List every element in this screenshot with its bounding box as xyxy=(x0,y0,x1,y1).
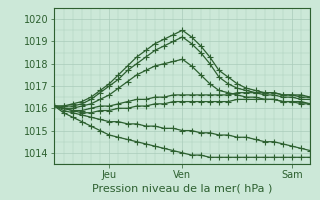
X-axis label: Pression niveau de la mer( hPa ): Pression niveau de la mer( hPa ) xyxy=(92,184,273,194)
